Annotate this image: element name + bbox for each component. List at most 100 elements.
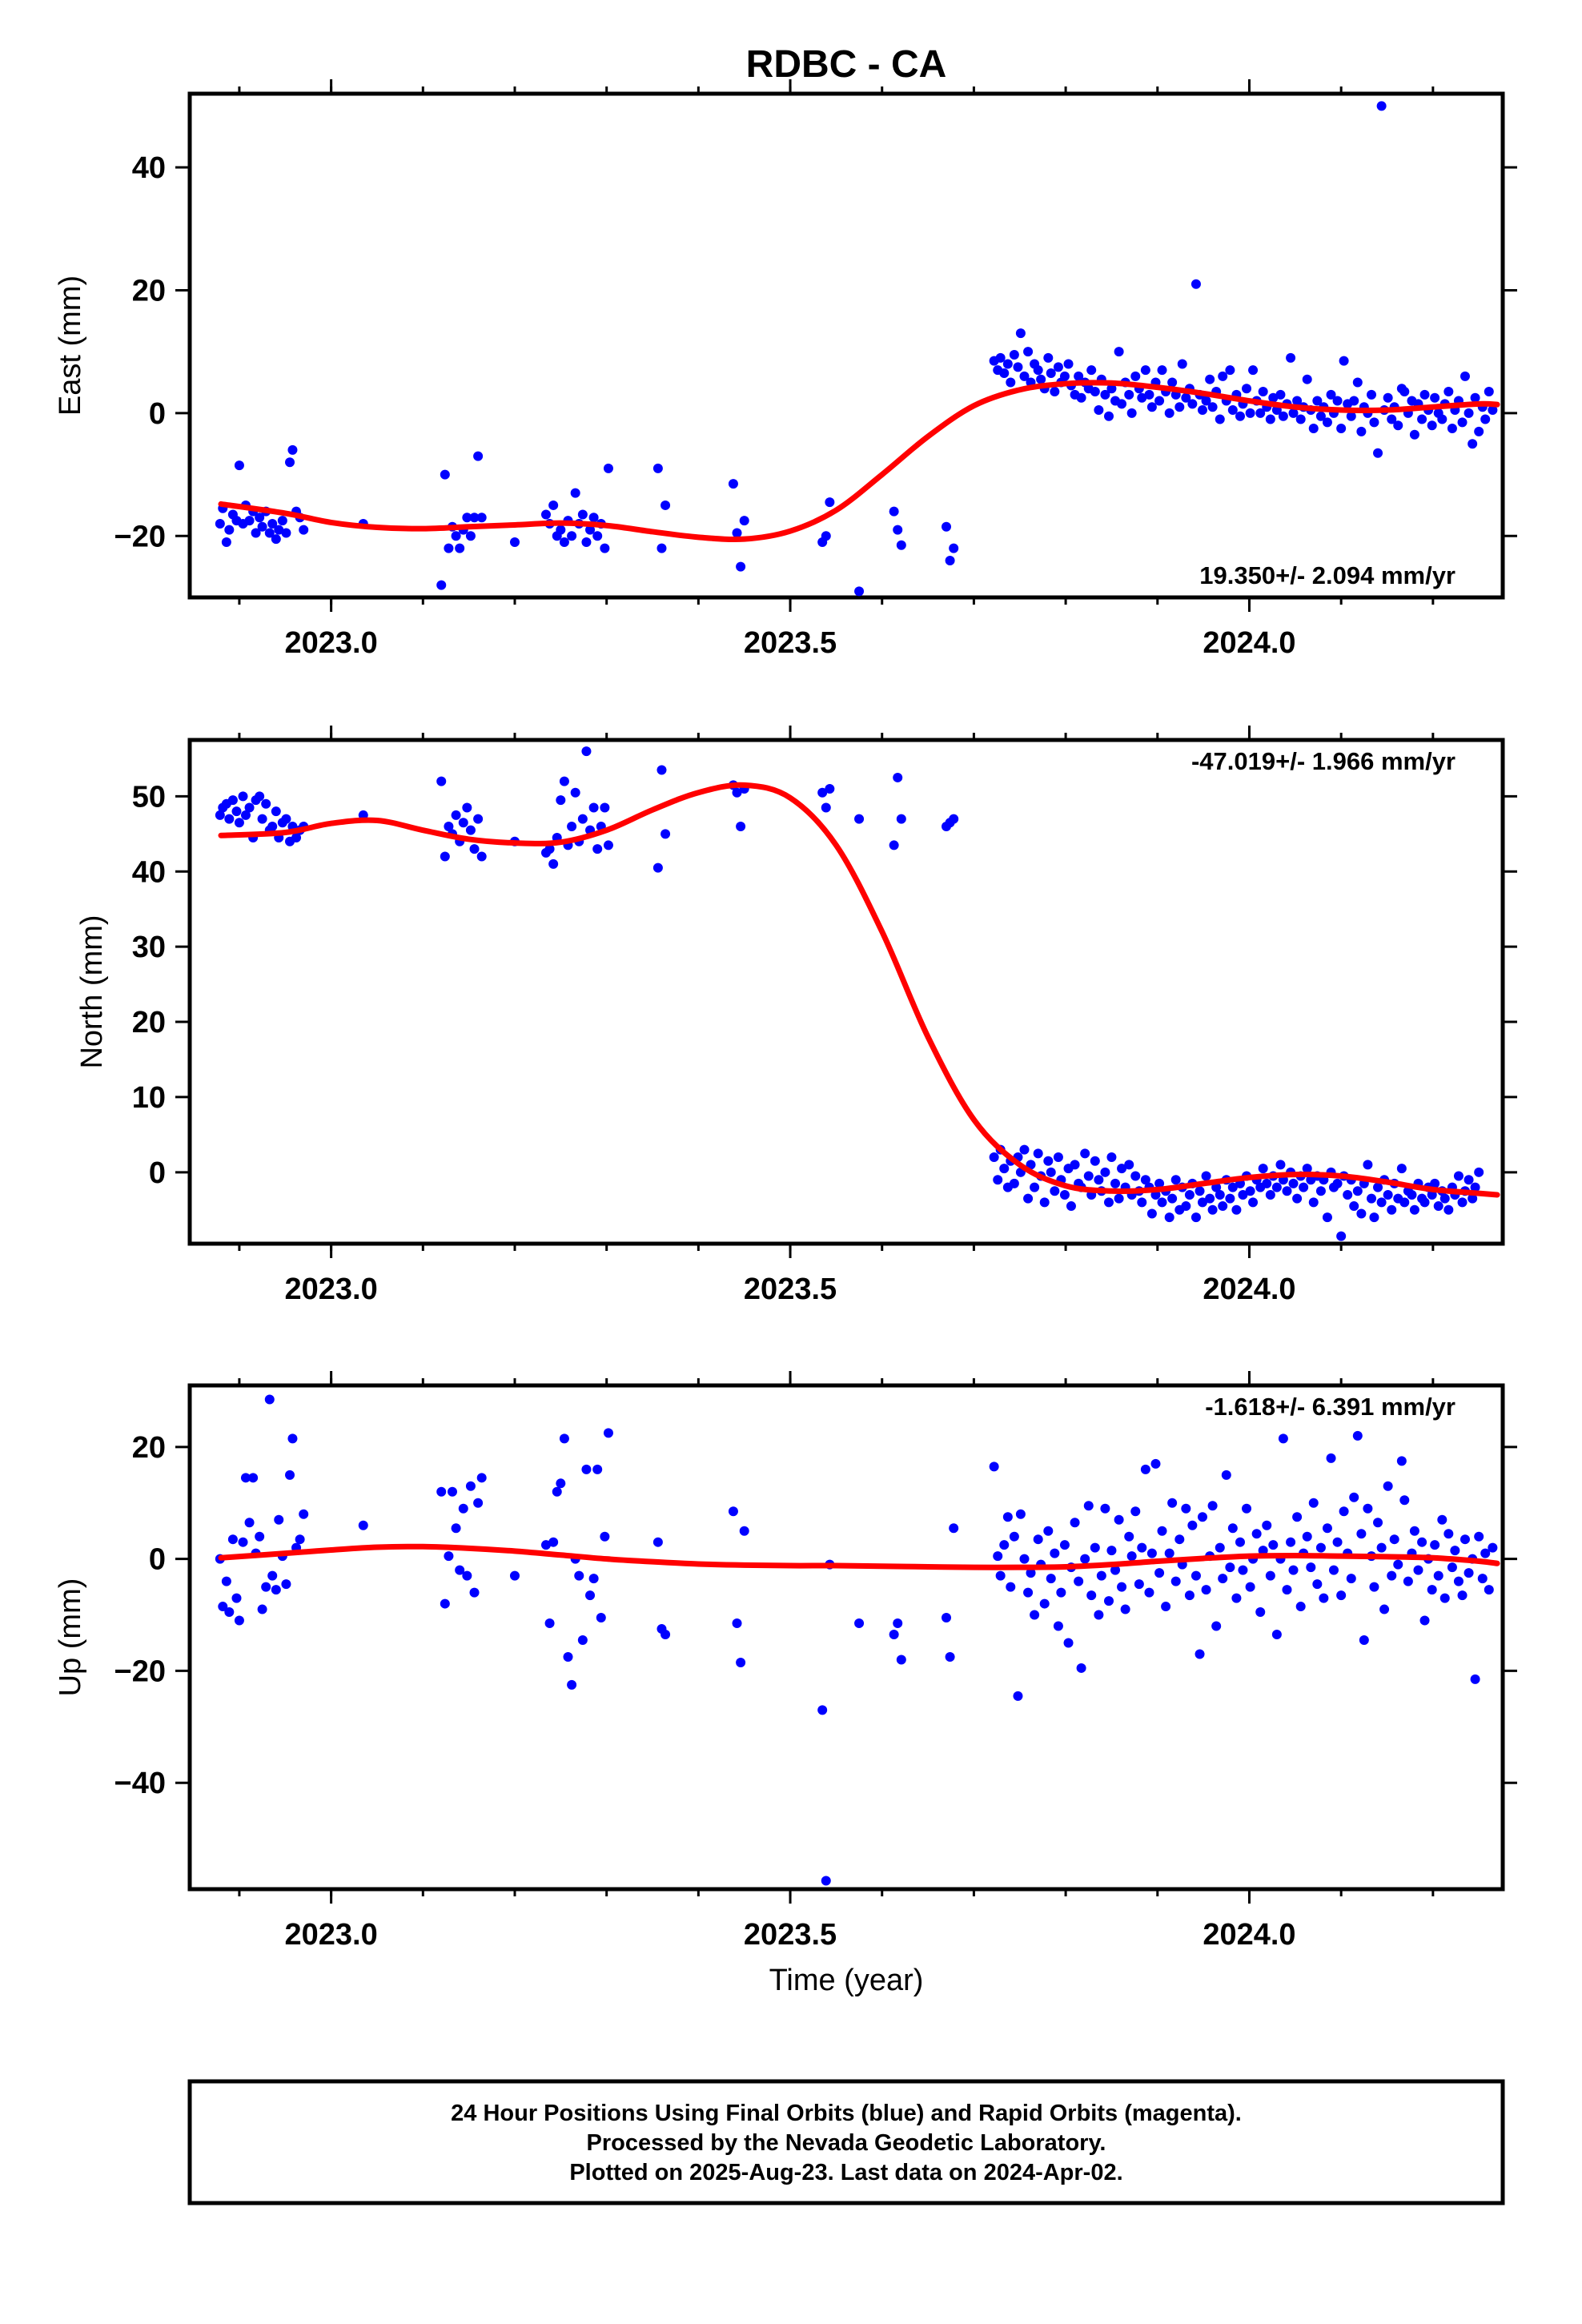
up-point [451, 1523, 461, 1534]
up-point [1106, 1546, 1117, 1556]
east-point [728, 479, 738, 489]
up-point [1308, 1498, 1319, 1508]
east-point [455, 543, 465, 553]
up-point [1430, 1540, 1440, 1550]
up-data [215, 1394, 1500, 1886]
north-point [661, 829, 671, 839]
east-point [1437, 414, 1447, 424]
up-point [358, 1520, 368, 1530]
up-point [1161, 1602, 1171, 1612]
east-panel: 2023.0 2023.5 2024.0 −20 0 20 40 East (mm) 19.35… [54, 79, 1517, 660]
up-point [1033, 1534, 1043, 1545]
up-point [1450, 1546, 1460, 1556]
north-point [1019, 1144, 1030, 1155]
up-point [444, 1551, 454, 1562]
east-point [1356, 426, 1367, 436]
north-point [1315, 1186, 1326, 1196]
east-point [1474, 426, 1484, 436]
up-point [1215, 1542, 1225, 1553]
up-point [1134, 1579, 1144, 1590]
up-point [1403, 1576, 1413, 1586]
up-point [544, 1618, 555, 1629]
x-tick-label: 2023.5 [744, 626, 837, 660]
east-point [1076, 392, 1086, 403]
east-point [1114, 347, 1124, 357]
east-point [1117, 399, 1127, 409]
north-point [244, 802, 255, 813]
north-point [1288, 1178, 1299, 1188]
north-point [1336, 1231, 1347, 1241]
north-rate-label: -47.019+/- 1.966 mm/yr [1191, 747, 1456, 775]
up-point [248, 1473, 259, 1483]
east-point [1205, 374, 1215, 384]
up-point [295, 1534, 305, 1545]
north-point [588, 802, 599, 813]
east-point [1124, 389, 1134, 400]
north-point [1292, 1193, 1303, 1204]
up-point [1015, 1509, 1026, 1519]
up-point [1359, 1634, 1369, 1645]
up-point [1262, 1520, 1272, 1530]
up-point [585, 1590, 596, 1601]
east-point [1265, 414, 1275, 424]
east-point [1367, 389, 1376, 400]
up-point [889, 1630, 899, 1640]
north-point [436, 776, 447, 786]
x-tick-label: 2023.5 [744, 1918, 837, 1952]
up-point [1286, 1537, 1296, 1547]
east-point [732, 528, 742, 538]
north-point [1356, 1208, 1367, 1219]
up-point [1242, 1503, 1252, 1514]
east-point [1419, 389, 1430, 400]
north-point [1201, 1171, 1211, 1181]
east-point [215, 518, 225, 529]
north-point [1154, 1178, 1165, 1188]
east-point [1457, 417, 1468, 428]
north-point [1308, 1197, 1319, 1208]
east-frame [187, 91, 1505, 600]
north-point [1352, 1186, 1363, 1196]
north-point [1137, 1197, 1147, 1208]
north-point [592, 844, 603, 854]
up-point [1009, 1531, 1019, 1542]
north-point [1349, 1201, 1359, 1212]
up-point [548, 1537, 559, 1547]
north-point [1238, 1189, 1248, 1200]
up-point [1393, 1559, 1403, 1570]
east-point [1332, 396, 1343, 406]
up-point [1328, 1565, 1339, 1575]
up-point [592, 1464, 603, 1474]
up-point [1488, 1542, 1498, 1553]
east-point [444, 543, 454, 553]
up-point [264, 1394, 275, 1405]
east-point [1146, 402, 1157, 412]
north-point [556, 795, 566, 806]
east-point [1288, 408, 1299, 418]
up-point [440, 1598, 450, 1609]
up-point [652, 1537, 663, 1547]
north-point [1009, 1178, 1019, 1188]
north-point [1050, 1186, 1060, 1196]
north-point [1170, 1175, 1181, 1185]
up-point [1255, 1607, 1266, 1618]
up-point [458, 1503, 468, 1514]
east-point [585, 525, 596, 535]
north-point [1033, 1148, 1043, 1159]
up-point [240, 1473, 251, 1483]
east-point [1427, 420, 1437, 431]
up-point [739, 1526, 749, 1536]
up-point [588, 1574, 599, 1584]
footer-box: 24 Hour Positions Using Final Orbits (bl… [187, 2079, 1505, 2205]
north-point [1218, 1201, 1228, 1212]
y-tick-label: 40 [132, 855, 166, 889]
footer-line-3: Plotted on 2025-Aug-23. Last data on 202… [569, 2160, 1122, 2185]
north-y-axis-label: North (mm) [75, 915, 109, 1068]
east-point [854, 586, 865, 597]
east-point [1349, 396, 1359, 406]
up-point [1130, 1506, 1141, 1517]
up-point [1349, 1492, 1359, 1502]
east-point [1387, 414, 1397, 424]
up-point [1396, 1456, 1407, 1466]
east-point [1464, 408, 1474, 418]
east-point [1019, 371, 1030, 381]
